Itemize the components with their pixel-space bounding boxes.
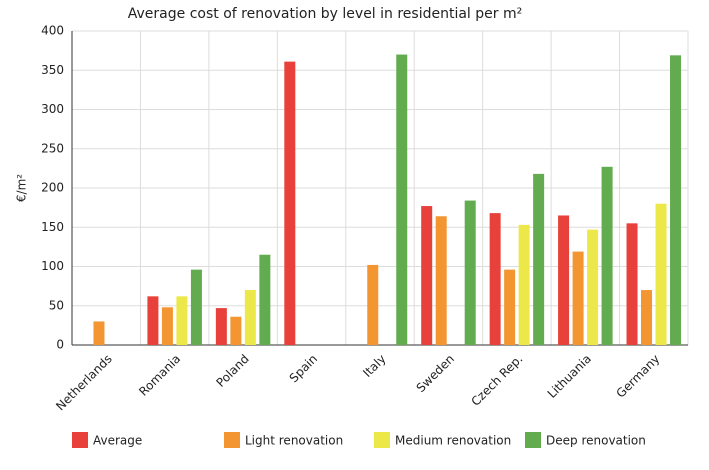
bar — [670, 55, 682, 346]
legend-label: Average — [93, 434, 142, 448]
y-tick-label: 350 — [41, 63, 64, 77]
bar — [259, 254, 271, 345]
legend-swatch — [72, 432, 88, 448]
y-tick-label: 400 — [41, 24, 64, 38]
bar — [421, 206, 433, 345]
bar — [176, 296, 188, 345]
legend-label: Medium renovation — [395, 434, 511, 448]
legend-label: Light renovation — [245, 434, 343, 448]
x-tick-label: Germany — [613, 352, 662, 401]
x-tick-label: Lithuania — [545, 352, 594, 401]
y-tick-label: 100 — [41, 259, 64, 273]
bar — [230, 316, 242, 345]
bar — [161, 307, 173, 345]
legend-label: Deep renovation — [546, 434, 646, 448]
bar — [284, 61, 296, 346]
bar — [244, 290, 256, 345]
bar — [489, 213, 501, 345]
bar — [587, 229, 599, 345]
bar — [572, 251, 584, 345]
bar — [215, 308, 227, 345]
legend-swatch — [374, 432, 390, 448]
y-tick-label: 300 — [41, 102, 64, 116]
bar — [626, 223, 638, 345]
y-tick-label: 250 — [41, 141, 64, 155]
bar — [655, 203, 667, 345]
x-tick-label: Italy — [360, 352, 388, 380]
legend-swatch — [525, 432, 541, 448]
bar — [558, 215, 570, 345]
bar — [190, 269, 202, 345]
bar — [93, 321, 105, 345]
bar — [367, 264, 379, 345]
bar — [533, 173, 545, 345]
y-tick-label: 200 — [41, 181, 64, 195]
y-tick-label: 50 — [49, 298, 64, 312]
bar — [518, 224, 530, 345]
x-tick-label: Romania — [136, 352, 183, 399]
y-tick-label: 0 — [56, 338, 64, 352]
bar — [504, 269, 516, 345]
bar — [396, 54, 408, 346]
x-tick-label: Czech Rep. — [468, 352, 525, 409]
chart-title: Average cost of renovation by level in r… — [128, 6, 522, 22]
x-tick-label: Sweden — [414, 352, 457, 395]
y-tick-label: 150 — [41, 220, 64, 234]
bar — [435, 216, 447, 345]
legend-swatch — [224, 432, 240, 448]
bar — [147, 296, 159, 345]
x-tick-label: Poland — [213, 352, 251, 390]
bar — [601, 166, 613, 345]
x-tick-label: Netherlands — [53, 352, 115, 414]
y-axis-label: €/m² — [15, 174, 29, 202]
bar — [641, 290, 653, 345]
bar — [464, 200, 476, 345]
x-tick-label: Spain — [287, 352, 321, 386]
